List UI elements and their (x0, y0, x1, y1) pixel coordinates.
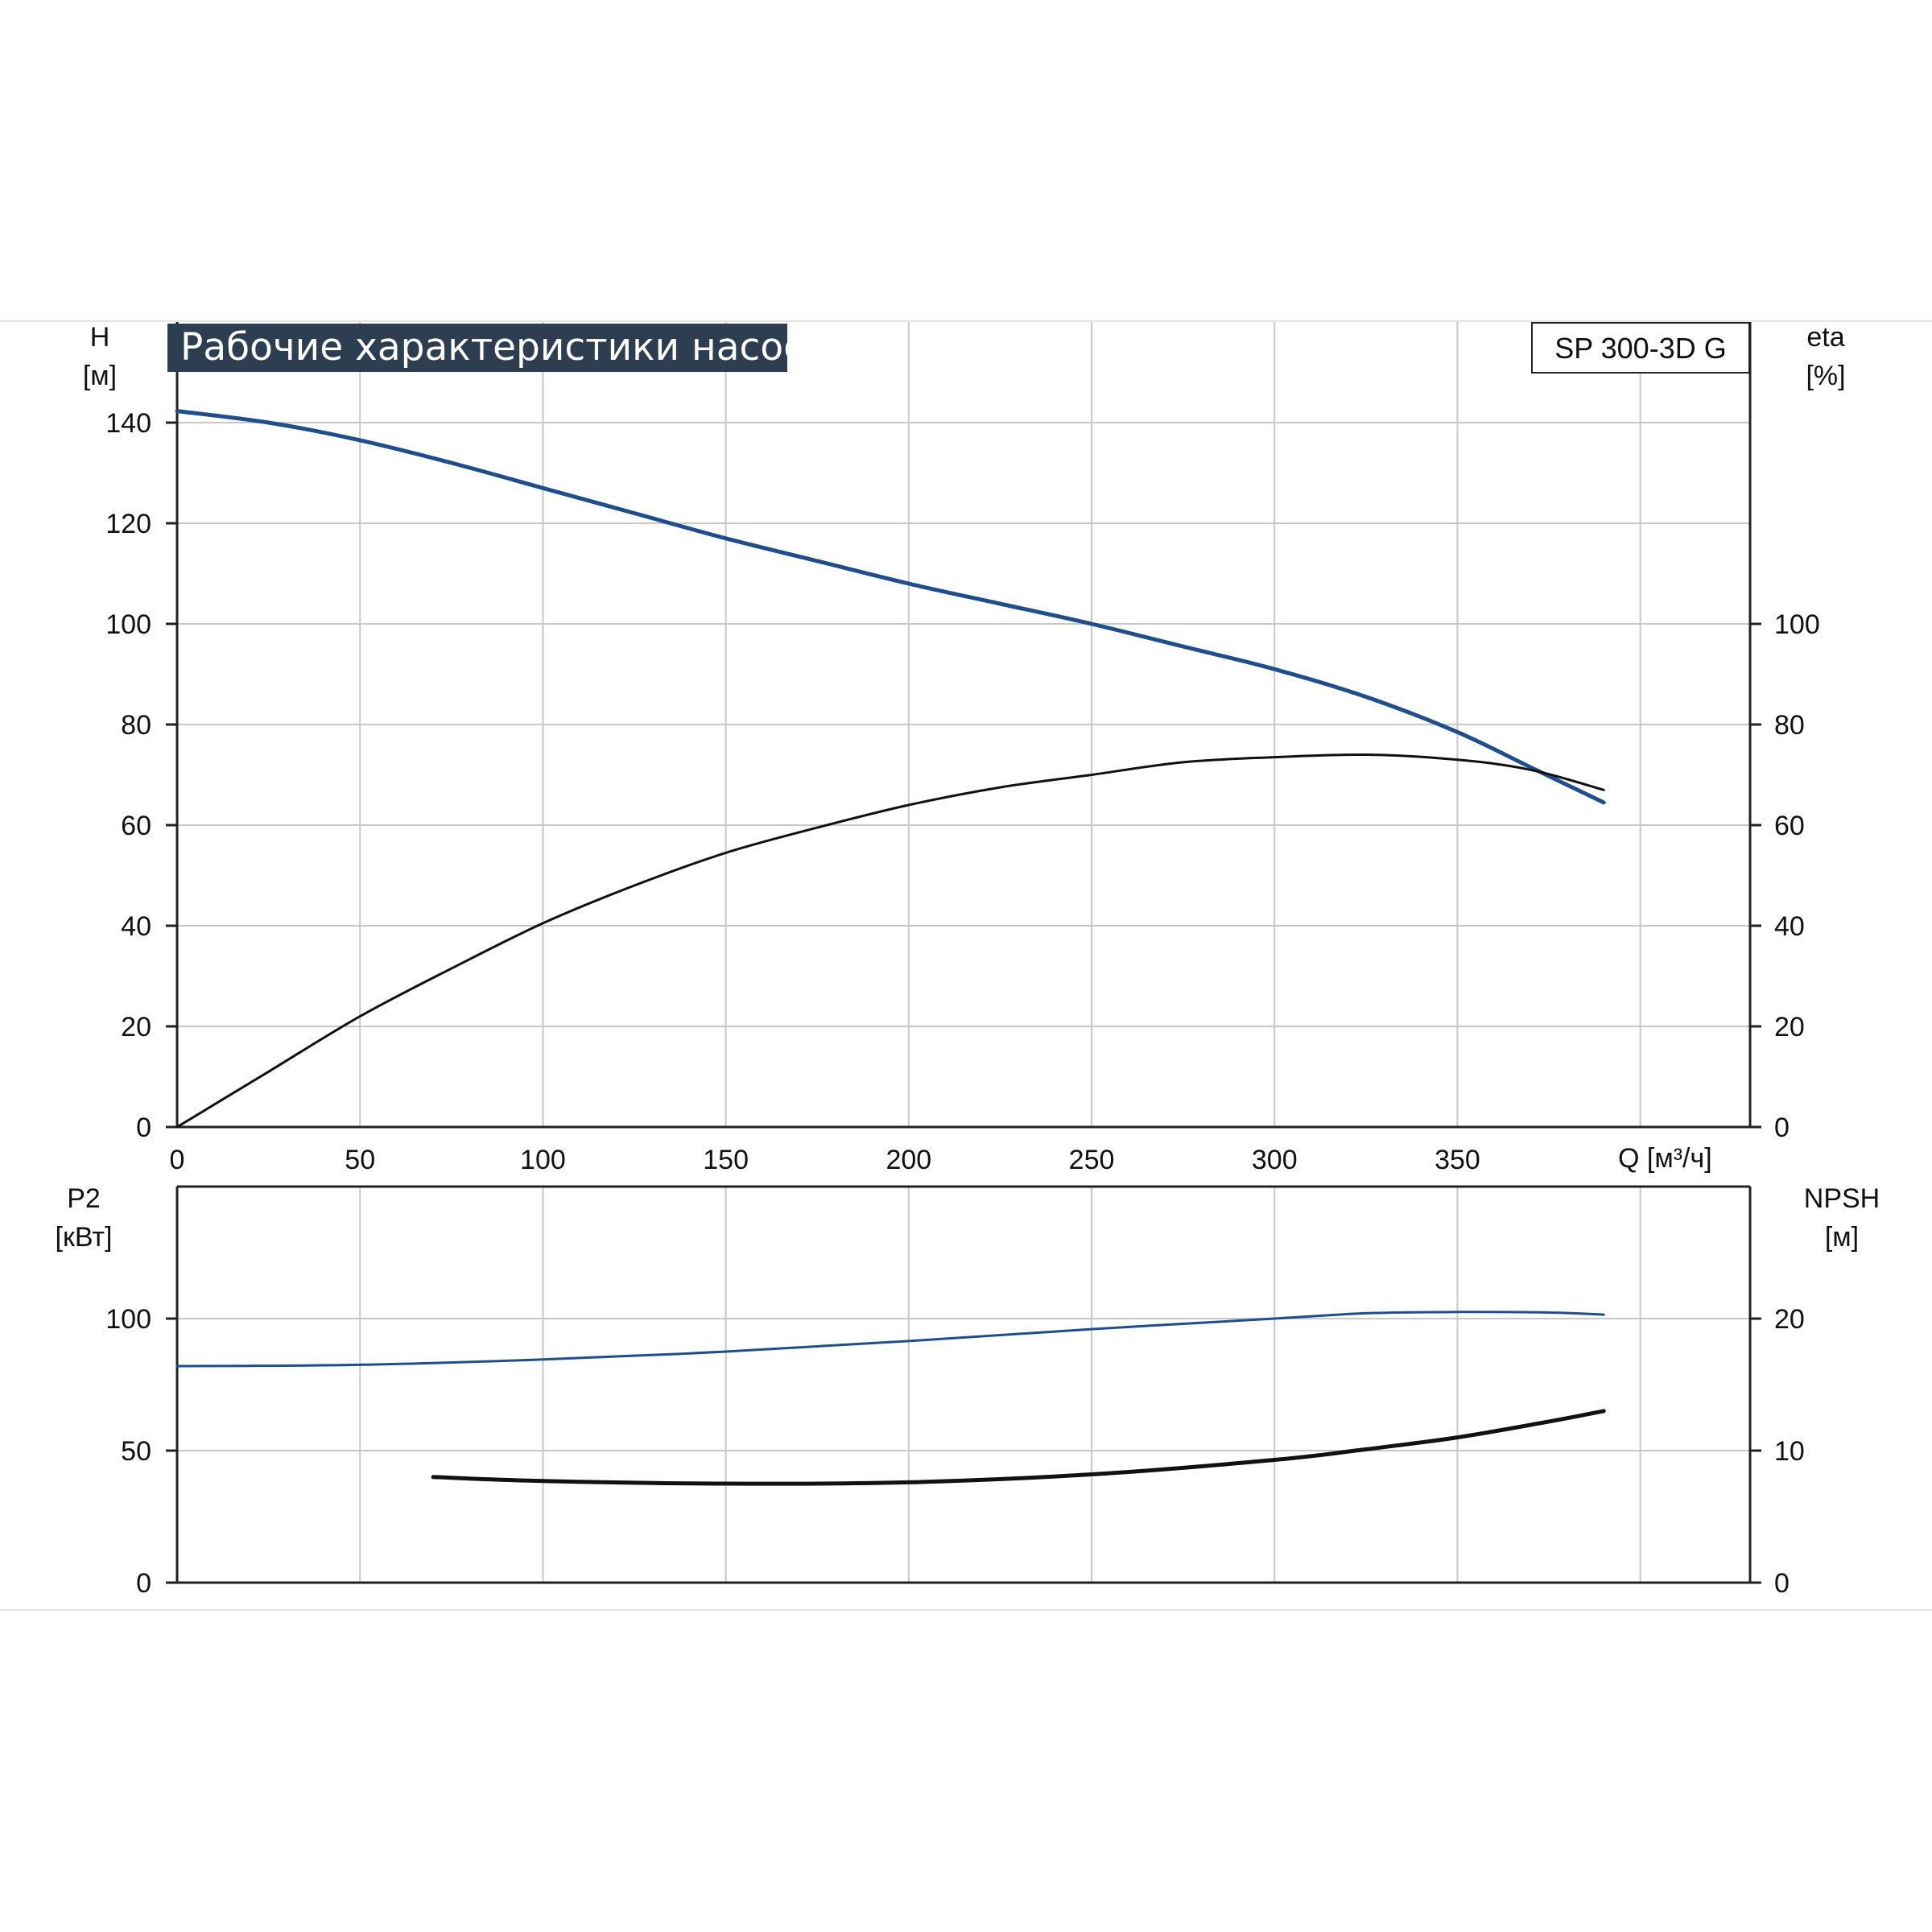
x-tick-label: 0 (170, 1145, 185, 1175)
upper-right-tick-label: 20 (1774, 1012, 1805, 1042)
x-tick-label: 150 (703, 1145, 749, 1175)
upper-left-tick-label: 40 (121, 911, 151, 942)
upper-right-tick-label: 0 (1774, 1113, 1790, 1143)
upper-right-tick-label: 80 (1774, 710, 1805, 741)
x-tick-label: 100 (520, 1145, 566, 1175)
npsh-axis-label: NPSH (1803, 1183, 1880, 1214)
upper-left-tick-label: 120 (105, 509, 151, 539)
eta-axis-unit: [%] (1806, 361, 1846, 391)
x-tick-label: 350 (1435, 1145, 1480, 1175)
lower-left-tick-label: 100 (105, 1304, 151, 1335)
npsh-curve (431, 1409, 1606, 1486)
h-curve (175, 409, 1606, 805)
head-axis-unit: [м] (82, 361, 118, 391)
lower-right-tick-label: 20 (1774, 1304, 1805, 1335)
upper-right-tick-label: 100 (1774, 609, 1820, 640)
upper-left-tick-label: 100 (105, 609, 151, 640)
npsh-axis-unit: [м] (1824, 1222, 1860, 1253)
lower-left-tick-label: 0 (136, 1568, 151, 1599)
lower-left-tick-label: 50 (121, 1436, 151, 1467)
pump-model-label: SP 300-3D G (1531, 322, 1750, 374)
chart-title: Рабочие характеристики насоса (167, 324, 828, 372)
p2-curve (175, 1311, 1605, 1368)
upper-left-tick-label: 0 (136, 1113, 151, 1143)
lower-right-tick-label: 10 (1774, 1436, 1805, 1467)
eta-axis-label: eta (1806, 322, 1845, 353)
eta-curve (175, 753, 1605, 1129)
x-tick-label: 250 (1069, 1145, 1115, 1175)
upper-right-tick-label: 60 (1774, 811, 1805, 841)
head-axis-label: H (89, 322, 110, 353)
x-tick-label: 50 (345, 1145, 375, 1175)
upper-left-tick-label: 60 (121, 811, 151, 841)
x-tick-label: 300 (1252, 1145, 1298, 1175)
p2-axis-unit: [кВт] (55, 1222, 113, 1253)
x-tick-label: 200 (886, 1145, 931, 1175)
top-divider-line (0, 320, 1932, 322)
x-axis-label: Q [м³/ч] (1618, 1143, 1712, 1174)
upper-left-tick-label: 20 (121, 1012, 151, 1042)
upper-right-tick-label: 40 (1774, 911, 1805, 942)
p2-axis-label: P2 (67, 1183, 101, 1214)
upper-left-tick-label: 80 (121, 710, 151, 741)
bottom-divider-line (0, 1609, 1932, 1611)
upper-left-tick-label: 140 (105, 408, 151, 439)
lower-right-tick-label: 0 (1774, 1568, 1790, 1599)
